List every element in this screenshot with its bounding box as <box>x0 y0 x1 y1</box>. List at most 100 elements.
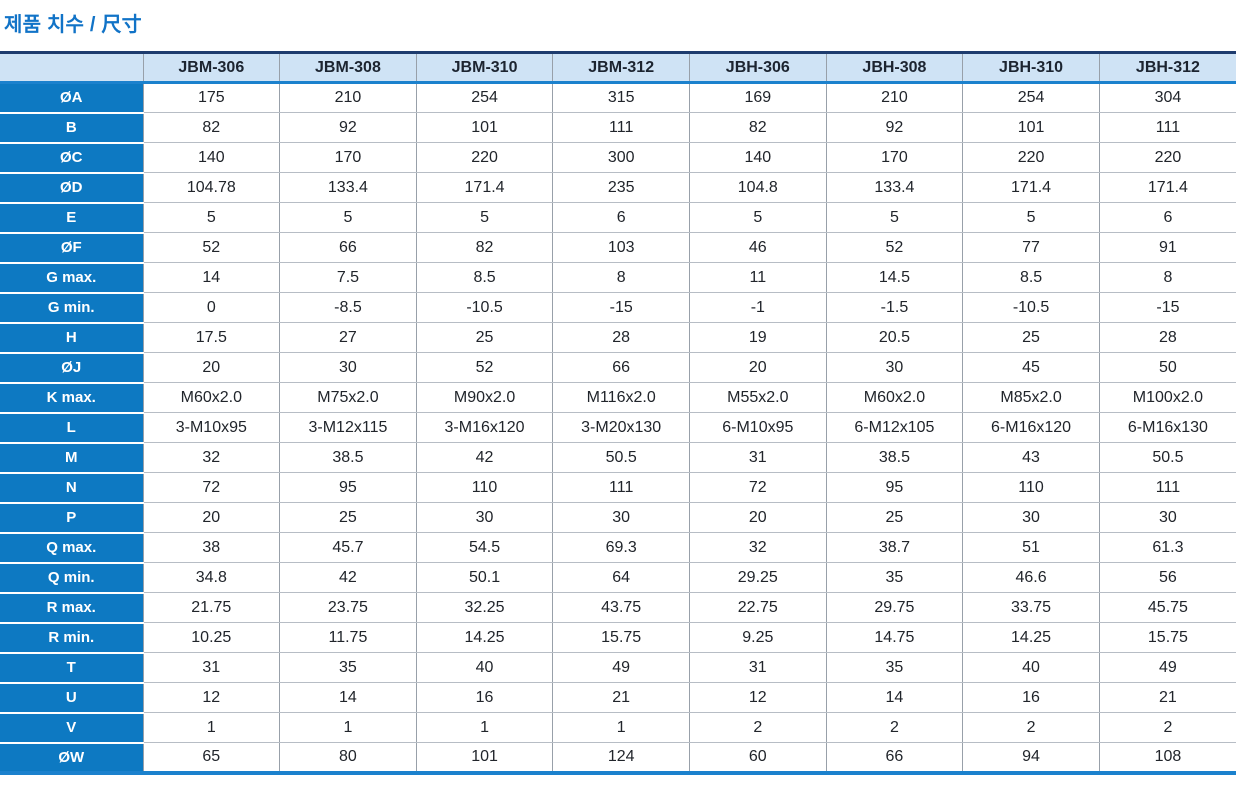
table-row: B 82 92 101 111 82 92 101 111 <box>0 112 1236 144</box>
table-cell: 95 <box>279 472 417 503</box>
table-cell: 72 <box>689 472 827 503</box>
table-cell: 29.25 <box>689 562 827 593</box>
table-cell: 40 <box>416 652 554 683</box>
table-cell: 46.6 <box>962 562 1100 593</box>
table-cell: 110 <box>416 472 554 503</box>
table-cell: 50.1 <box>416 562 554 593</box>
table-cell: 43 <box>962 442 1100 473</box>
column-header: JBH-312 <box>1099 52 1236 84</box>
column-header: JBH-308 <box>826 52 964 84</box>
column-header: JBM-310 <box>416 52 554 84</box>
table-cell: 254 <box>962 82 1100 113</box>
table-cell: 8 <box>1099 262 1236 293</box>
table-cell: 50.5 <box>552 442 690 473</box>
corner-cell <box>0 52 144 84</box>
table-cell: 77 <box>962 232 1100 263</box>
column-header: JBM-306 <box>143 52 281 84</box>
table-cell: 45.75 <box>1099 592 1236 623</box>
table-cell: 104.8 <box>689 172 827 203</box>
table-cell: 20 <box>689 502 827 533</box>
table-cell: 50 <box>1099 352 1236 383</box>
table-cell: 30 <box>279 352 417 383</box>
table-cell: -15 <box>1099 292 1236 323</box>
table-cell: 111 <box>552 112 690 143</box>
table-cell: 29.75 <box>826 592 964 623</box>
table-cell: 6-M16x130 <box>1099 412 1236 443</box>
table-cell: 33.75 <box>962 592 1100 623</box>
table-cell: M85x2.0 <box>962 382 1100 413</box>
row-label: P <box>0 502 144 534</box>
table-cell: 9.25 <box>689 622 827 653</box>
row-label: R min. <box>0 622 144 654</box>
table-cell: 210 <box>279 82 417 113</box>
table-cell: 38.7 <box>826 532 964 563</box>
table-cell: 5 <box>962 202 1100 233</box>
table-cell: 11 <box>689 262 827 293</box>
table-cell: 8.5 <box>962 262 1100 293</box>
table-cell: 91 <box>1099 232 1236 263</box>
table-cell: 15.75 <box>1099 622 1236 653</box>
table-row: ØW 65 80 101 124 60 66 94 108 <box>0 742 1236 773</box>
row-label: ØA <box>0 82 144 114</box>
table-cell: 12 <box>689 682 827 713</box>
table-cell: 42 <box>279 562 417 593</box>
table-cell: 56 <box>1099 562 1236 593</box>
table-row: G min. 0 -8.5 -10.5 -15 -1 -1.5 -10.5 -15 <box>0 292 1236 324</box>
table-cell: -8.5 <box>279 292 417 323</box>
row-label: T <box>0 652 144 684</box>
table-cell: -10.5 <box>962 292 1100 323</box>
table-cell: 8.5 <box>416 262 554 293</box>
table-cell: 14.25 <box>962 622 1100 653</box>
table-cell: 46 <box>689 232 827 263</box>
table-cell: 52 <box>416 352 554 383</box>
table-cell: 54.5 <box>416 532 554 563</box>
table-cell: 14 <box>826 682 964 713</box>
table-cell: 108 <box>1099 742 1236 773</box>
table-cell: 15.75 <box>552 622 690 653</box>
table-cell: M60x2.0 <box>826 382 964 413</box>
table-cell: 66 <box>826 742 964 773</box>
table-row: G max. 14 7.5 8.5 8 11 14.5 8.5 8 <box>0 262 1236 294</box>
row-label: ØW <box>0 742 144 773</box>
table-cell: 171.4 <box>1099 172 1236 203</box>
page-title: 제품 치수 / 尺寸 <box>4 14 142 36</box>
table-cell: 82 <box>689 112 827 143</box>
column-header: JBH-306 <box>689 52 827 84</box>
table-row: ØJ 20 30 52 66 20 30 45 50 <box>0 352 1236 384</box>
table-cell: 300 <box>552 142 690 173</box>
table-row: L 3-M10x95 3-M12x115 3-M16x120 3-M20x130 6-M1… <box>0 412 1236 444</box>
table-cell: -15 <box>552 292 690 323</box>
table-cell: 69.3 <box>552 532 690 563</box>
table-cell: 30 <box>962 502 1100 533</box>
table-row: T 31 35 40 49 31 35 40 49 <box>0 652 1236 684</box>
table-cell: 32 <box>143 442 281 473</box>
table-cell: 32 <box>689 532 827 563</box>
table-cell: 40 <box>962 652 1100 683</box>
table-cell: 30 <box>1099 502 1236 533</box>
table-cell: 21 <box>1099 682 1236 713</box>
table-cell: 5 <box>279 202 417 233</box>
table-row: Q max. 38 45.7 54.5 69.3 32 38.7 51 61.3 <box>0 532 1236 564</box>
table-cell: 235 <box>552 172 690 203</box>
table-row: R max. 21.75 23.75 32.25 43.75 22.75 29.75 33.7… <box>0 592 1236 624</box>
table-cell: 30 <box>826 352 964 383</box>
table-cell: M116x2.0 <box>552 382 690 413</box>
table-row: Q min. 34.8 42 50.1 64 29.25 35 46.6 56 <box>0 562 1236 594</box>
table-cell: 12 <box>143 682 281 713</box>
table-cell: 175 <box>143 82 281 113</box>
table-cell: 14.75 <box>826 622 964 653</box>
table-cell: 2 <box>1099 712 1236 743</box>
table-cell: 2 <box>689 712 827 743</box>
table-cell: 20 <box>689 352 827 383</box>
table-cell: 25 <box>279 502 417 533</box>
table-cell: 92 <box>279 112 417 143</box>
table-cell: 21 <box>552 682 690 713</box>
table-cell: 220 <box>1099 142 1236 173</box>
table-cell: 17.5 <box>143 322 281 353</box>
table-cell: 8 <box>552 262 690 293</box>
table-cell: 19 <box>689 322 827 353</box>
table-cell: 25 <box>826 502 964 533</box>
table-cell: 52 <box>826 232 964 263</box>
table-cell: 110 <box>962 472 1100 503</box>
row-label: M <box>0 442 144 474</box>
